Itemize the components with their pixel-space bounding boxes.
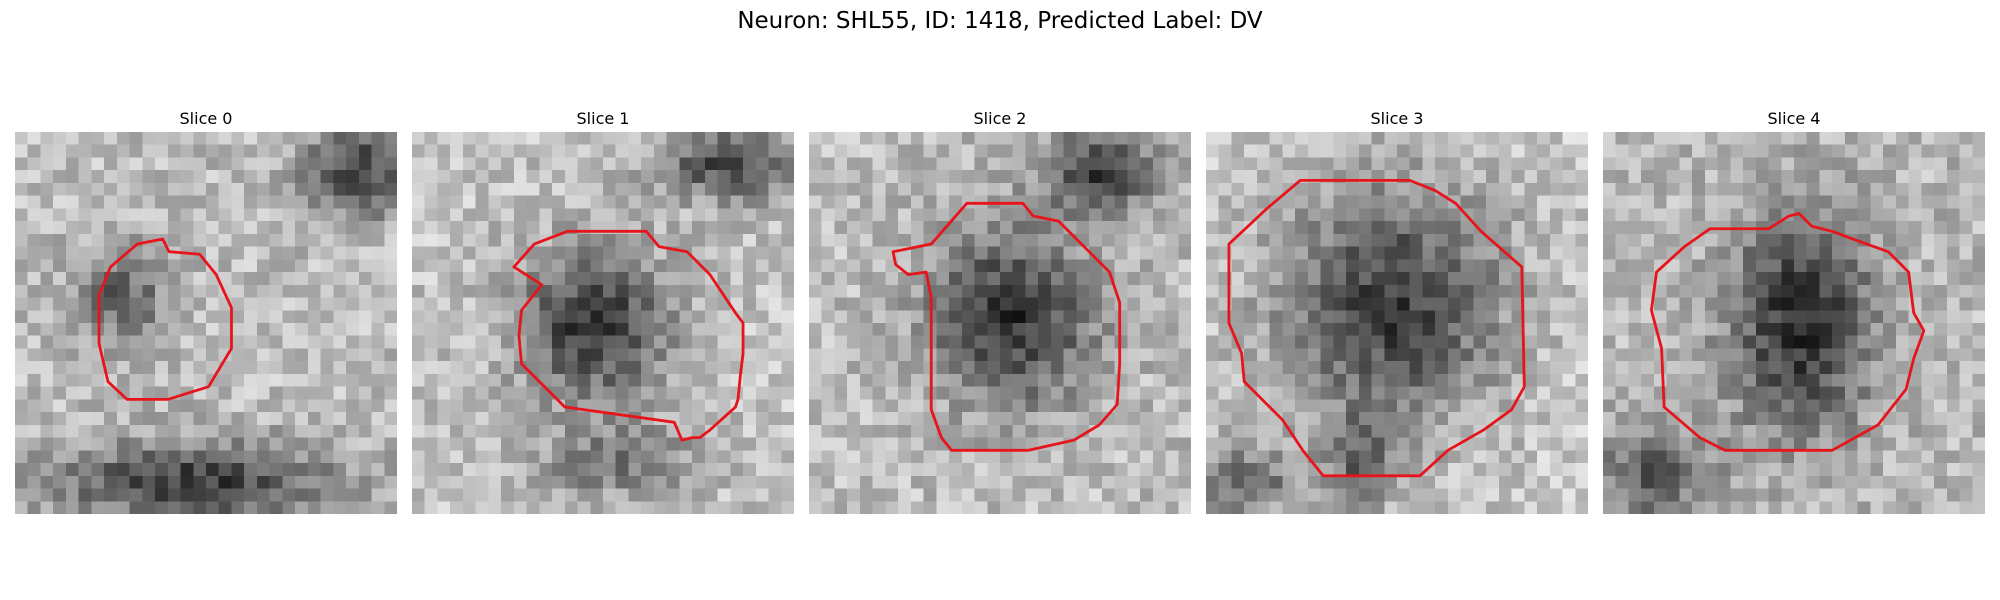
slice-image-0	[15, 132, 397, 514]
roi-contour-4	[1649, 212, 1926, 452]
slice-title-4: Slice 4	[1767, 109, 1821, 128]
slice-image-2	[809, 132, 1191, 514]
slice-panel-1: Slice 1	[412, 108, 794, 514]
slice-image-3	[1206, 132, 1588, 514]
slice-title-3: Slice 3	[1370, 109, 1424, 128]
slice-panel-2: Slice 2	[809, 108, 1191, 514]
slice-panel-0: Slice 0	[15, 108, 397, 514]
figure-title: Neuron: SHL55, ID: 1418, Predicted Label…	[737, 8, 1263, 34]
roi-contour-3	[1227, 178, 1526, 478]
roi-contour-0	[97, 237, 233, 401]
roi-contour-2	[891, 201, 1122, 452]
roi-contour-1	[512, 229, 745, 442]
slice-title-2: Slice 2	[973, 109, 1027, 128]
slice-panel-4: Slice 4	[1603, 108, 1985, 514]
slice-image-1	[412, 132, 794, 514]
slice-image-4	[1603, 132, 1985, 514]
slice-title-0: Slice 0	[179, 109, 233, 128]
slice-title-1: Slice 1	[576, 109, 630, 128]
slice-panel-3: Slice 3	[1206, 108, 1588, 514]
